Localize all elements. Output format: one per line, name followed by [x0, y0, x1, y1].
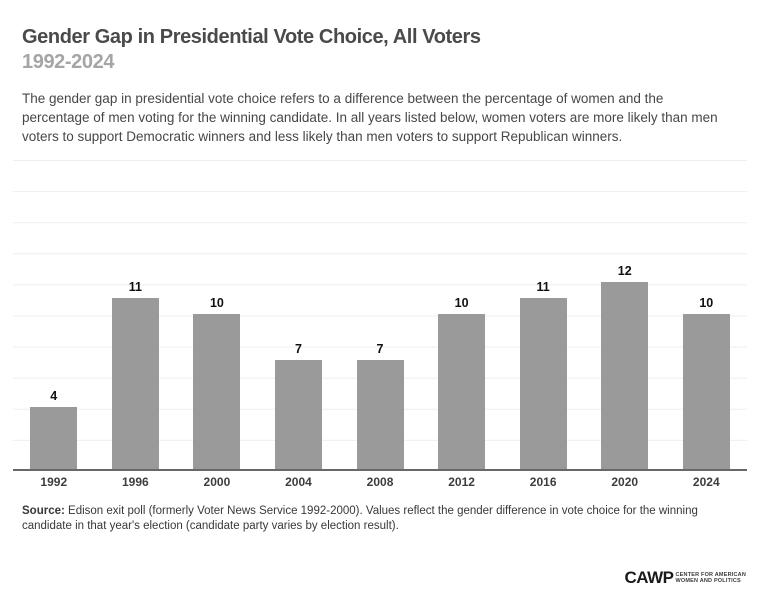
- x-axis-tick-label: 2004: [285, 475, 312, 489]
- chart-column: 11: [502, 160, 584, 469]
- chart-column: 10: [666, 160, 748, 469]
- x-axis-tick-label: 2024: [692, 475, 720, 489]
- source-text: Edison exit poll (formerly Voter News Se…: [22, 505, 698, 532]
- bar-value-label: 10: [454, 295, 469, 310]
- bar-value-label: 7: [376, 342, 384, 357]
- page-subtitle: 1992-2024: [22, 51, 115, 73]
- x-axis-tick-label: 2008: [366, 475, 394, 489]
- bar: [682, 313, 730, 469]
- bar-value-label: 4: [50, 388, 58, 403]
- bar-value-label: 11: [128, 279, 142, 294]
- chart-column: 7: [258, 160, 340, 469]
- chart-column: 11: [95, 160, 177, 469]
- bar-value-label: 10: [699, 295, 714, 310]
- chart-column: 7: [339, 160, 421, 469]
- bar: [519, 297, 567, 469]
- bar: [111, 297, 159, 469]
- cawp-logo-wordmark: CENTER FOR AMERICAN WOMEN AND POLITICS: [675, 572, 746, 585]
- page-title: Gender Gap in Presidential Vote Choice, …: [22, 26, 481, 48]
- bar: [274, 360, 322, 469]
- cawp-logo-line2: WOMEN AND POLITICS: [675, 578, 741, 584]
- chart-column: 10: [176, 160, 258, 469]
- bar: [601, 282, 649, 469]
- cawp-logo-line1: CENTER FOR AMERICAN: [675, 571, 746, 578]
- x-axis-tick-label: 2016: [529, 475, 557, 489]
- bar: [356, 360, 404, 469]
- source-note: Source: Edison exit poll (formerly Voter…: [22, 504, 734, 534]
- chart-plot-area: 4 11 10 7 7 10 11 12 10: [13, 160, 747, 471]
- bar-value-label: 10: [209, 295, 224, 310]
- bar: [30, 406, 78, 469]
- chart-description: The gender gap in presidential vote choi…: [22, 91, 718, 144]
- cawp-logo: CAWP CENTER FOR AMERICAN WOMEN AND POLIT…: [624, 568, 746, 588]
- bar: [193, 313, 241, 469]
- cawp-logo-acronym: CAWP: [624, 568, 674, 587]
- x-axis-tick-label: 1996: [121, 475, 149, 489]
- chart-column: 4: [13, 160, 95, 469]
- chart-x-axis: 1992 1996 2000 2004 2008 2012 2016 2020 2024: [13, 475, 747, 489]
- x-axis-tick-label: 2020: [611, 475, 639, 489]
- infographic-page: Gender Gap in Presidential Vote Choice, …: [13, 26, 747, 587]
- bar-value-label: 7: [294, 342, 302, 357]
- bar-chart: 4 11 10 7 7 10 11 12 10 1992 1996 2000 2004 2008 2012…: [13, 160, 747, 489]
- chart-column: 12: [584, 160, 666, 469]
- x-axis-tick-label: 2012: [448, 475, 475, 489]
- x-axis-tick-label: 2000: [203, 475, 231, 489]
- bar-value-label: 11: [536, 279, 550, 294]
- bar-value-label: 12: [617, 264, 632, 279]
- bar: [438, 313, 486, 469]
- source-label: Source:: [22, 505, 65, 517]
- chart-column: 10: [421, 160, 503, 469]
- x-axis-tick-label: 1992: [40, 475, 68, 489]
